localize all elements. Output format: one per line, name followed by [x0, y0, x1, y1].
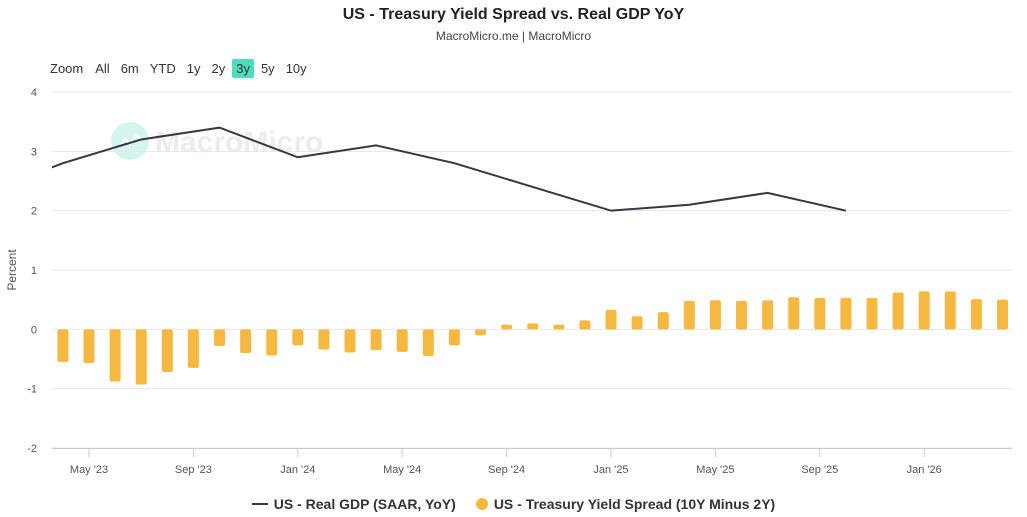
gdp-point[interactable]	[296, 155, 300, 159]
x-tick-label: May '24	[383, 464, 421, 476]
gdp-line[interactable]	[0, 126, 847, 212]
x-tick-label: May '25	[696, 464, 734, 476]
spread-bar[interactable]	[866, 297, 878, 330]
spread-bar[interactable]	[788, 297, 800, 330]
gdp-point[interactable]	[218, 126, 222, 130]
spread-bar[interactable]	[214, 329, 225, 346]
spread-bar[interactable]	[814, 297, 826, 330]
spread-bar[interactable]	[292, 329, 304, 346]
spread-bar[interactable]	[187, 329, 199, 368]
range-2y-button[interactable]: 2y	[211, 61, 226, 76]
range-ytd-button[interactable]: YTD	[149, 61, 176, 76]
y-tick-label: 4	[31, 87, 37, 99]
chart-subtitle: MacroMicro.me | MacroMicro	[435, 29, 592, 43]
spread-bar[interactable]	[135, 329, 147, 385]
spread-bar[interactable]	[57, 329, 69, 362]
gdp-point[interactable]	[531, 185, 535, 189]
spread-bar[interactable]	[475, 329, 486, 336]
gdp-point[interactable]	[687, 203, 691, 207]
spread-bar[interactable]	[579, 320, 591, 330]
spread-bar[interactable]	[553, 324, 565, 330]
spread-bar[interactable]	[370, 329, 382, 351]
range-10y-button[interactable]: 10y	[285, 61, 307, 76]
spread-bar[interactable]	[396, 329, 408, 352]
y-axis-label: Percent	[5, 249, 19, 291]
gdp-point[interactable]	[766, 191, 770, 195]
spread-bar[interactable]	[631, 316, 643, 330]
y-tick-label: 0	[31, 324, 37, 336]
line-marker-icon	[251, 503, 268, 505]
spread-bar[interactable]	[448, 329, 460, 346]
y-tick-label: -1	[27, 384, 37, 396]
range-5y-button[interactable]: 5y	[260, 61, 275, 76]
gdp-point[interactable]	[609, 209, 613, 213]
gdp-point[interactable]	[139, 137, 143, 141]
spread-bar[interactable]	[840, 297, 852, 330]
gdp-point[interactable]	[452, 161, 456, 165]
spread-bar[interactable]	[344, 329, 356, 353]
y-tick-label: 1	[31, 265, 37, 277]
spread-bar[interactable]	[762, 300, 774, 330]
legend-item-gdp[interactable]: US - Real GDP (SAAR, YoY)	[251, 496, 456, 512]
x-tick-label: Sep '23	[175, 464, 212, 476]
gdp-point[interactable]	[61, 161, 65, 165]
circle-marker-icon	[475, 498, 488, 510]
spread-bar[interactable]	[657, 312, 669, 330]
range-6m-button[interactable]: 6m	[120, 61, 139, 76]
y-tick-label: 2	[31, 206, 37, 218]
spread-bar[interactable]	[944, 291, 956, 330]
spread-bar[interactable]	[109, 329, 121, 382]
spread-bar[interactable]	[161, 329, 173, 373]
legend-item-spread[interactable]: US - Treasury Yield Spread (10Y Minus 2Y…	[475, 496, 775, 512]
gdp-point[interactable]	[374, 143, 378, 147]
zoom-label: Zoom	[50, 61, 84, 76]
spread-bar[interactable]	[83, 329, 95, 364]
spread-bar[interactable]	[997, 299, 1008, 330]
y-tick-label: 3	[31, 146, 37, 158]
spread-bar[interactable]	[918, 291, 930, 330]
spread-bar[interactable]	[970, 299, 982, 330]
chart-title: US - Treasury Yield Spread vs. Real GDP …	[342, 6, 685, 23]
range-3y-button[interactable]: 3y	[232, 59, 254, 78]
legend: US - Real GDP (SAAR, YoY) US - Treasury …	[0, 496, 1027, 512]
spread-bar[interactable]	[527, 323, 539, 330]
spread-bar[interactable]	[501, 324, 513, 330]
x-tick-label: Jan '24	[280, 464, 315, 476]
spread-bar[interactable]	[736, 300, 747, 330]
range-all-button[interactable]: All	[95, 61, 110, 76]
spread-bar[interactable]	[709, 300, 721, 330]
x-tick-label: Jan '26	[907, 464, 942, 476]
spread-bar[interactable]	[240, 329, 252, 354]
spread-bar[interactable]	[683, 300, 695, 330]
y-tick-label: -2	[27, 443, 37, 455]
spread-bar[interactable]	[422, 329, 434, 357]
watermark-logo: MacroMicro	[111, 122, 323, 160]
spread-bar[interactable]	[892, 292, 904, 330]
spread-bar[interactable]	[318, 329, 330, 350]
spread-bar[interactable]	[605, 309, 617, 330]
x-tick-label: Sep '25	[801, 464, 838, 476]
x-tick-label: Jan '25	[593, 464, 628, 476]
x-tick-label: Sep '24	[488, 464, 525, 476]
spread-bar[interactable]	[266, 329, 278, 356]
gdp-point[interactable]	[844, 209, 848, 213]
watermark-text: MacroMicro	[155, 126, 323, 159]
x-tick-label: May '23	[70, 464, 108, 476]
range-selector: Zoom All 6m YTD 1y 2y 3y 5y 10y	[50, 59, 314, 78]
range-1y-button[interactable]: 1y	[186, 61, 201, 76]
